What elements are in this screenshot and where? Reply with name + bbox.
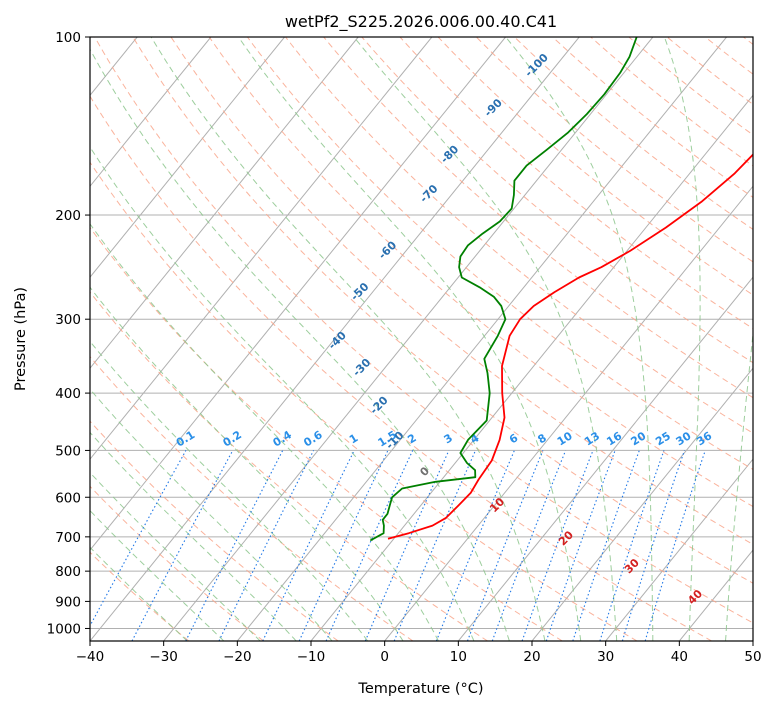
- x-tick-label: −10: [297, 649, 326, 665]
- y-tick-label: 200: [55, 208, 81, 224]
- y-tick-label: 600: [55, 490, 81, 506]
- x-tick-label: −40: [76, 649, 105, 665]
- y-tick-label: 100: [55, 30, 81, 46]
- x-tick-label: 10: [450, 649, 467, 665]
- y-tick-label: 700: [55, 530, 81, 546]
- y-tick-label: 300: [55, 312, 81, 328]
- y-tick-label: 500: [55, 443, 81, 459]
- x-tick-label: 50: [744, 649, 761, 665]
- y-tick-label: 400: [55, 386, 81, 402]
- x-axis-title: Temperature (°C): [357, 681, 483, 697]
- x-tick-label: 30: [597, 649, 614, 665]
- chart-title: wetPf2_S225.2026.006.00.40.C41: [285, 12, 557, 32]
- x-tick-label: −30: [149, 649, 178, 665]
- x-tick-label: −20: [223, 649, 252, 665]
- y-tick-label: 900: [55, 594, 81, 610]
- x-tick-label: 20: [523, 649, 540, 665]
- x-tick-label: 40: [671, 649, 688, 665]
- y-tick-label: 800: [55, 564, 81, 580]
- x-tick-label: 0: [380, 649, 389, 665]
- y-axis-title: Pressure (hPa): [13, 287, 29, 391]
- y-tick-label: 1000: [47, 621, 81, 637]
